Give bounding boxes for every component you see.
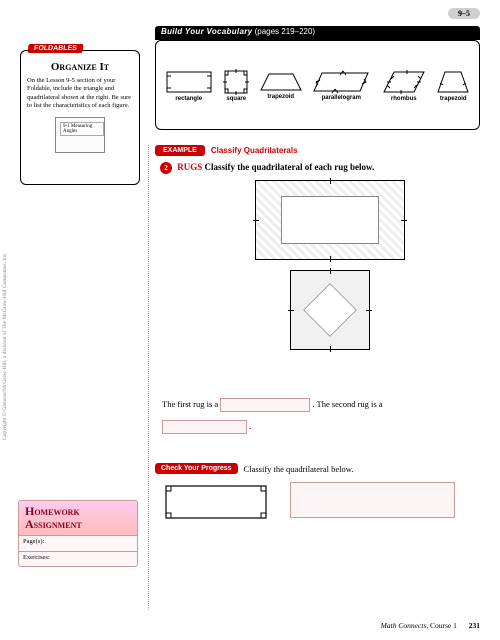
vocab-pages: (pages 219–220): [255, 27, 316, 36]
homework-exercises[interactable]: Exercises:: [18, 551, 138, 567]
shape-parallelogram: parallelogram: [310, 70, 372, 101]
check-quadrilateral: [162, 482, 272, 524]
copyright: Copyright © Glencoe/McGraw-Hill, a divis…: [2, 252, 8, 440]
shape-trapezoid-1: trapezoid: [259, 71, 303, 100]
mini-foldable-icon: 9-1 Measuring Angles: [55, 117, 105, 153]
vocab-shapes-box: rectangle square trapezoid parallelogram…: [155, 40, 480, 130]
check-progress-header: Check Your Progress Classify the quadril…: [155, 463, 353, 474]
shape-square: square: [221, 69, 251, 102]
answer-line-1: The first rug is a . The second rug is a: [162, 398, 383, 412]
organize-title: Organize It: [27, 61, 133, 73]
blank-1[interactable]: [220, 398, 310, 412]
column-divider: [148, 145, 149, 610]
example-title: Classify Quadrilaterals: [211, 146, 298, 155]
example-pill: EXAMPLE: [155, 145, 205, 156]
shape-trapezoid-2: trapezoid: [435, 69, 471, 102]
blank-3[interactable]: [290, 482, 455, 518]
rugs-illustration: [215, 180, 445, 350]
problem-statement: 2 RUGS Classify the quadrilateral of eac…: [160, 162, 374, 174]
problem-text: Classify the quadrilateral of each rug b…: [205, 162, 375, 172]
shape-rectangle: rectangle: [164, 69, 214, 102]
blank-2[interactable]: [162, 420, 247, 434]
shape-rhombus: rhombus: [380, 69, 428, 102]
rug-1: [255, 180, 405, 260]
answer-line-2: .: [162, 420, 251, 434]
check-text: Classify the quadrilateral below.: [244, 464, 354, 474]
page-footer: Math Connects, Course 1 231: [381, 621, 480, 630]
example-header: EXAMPLE Classify Quadrilaterals: [155, 145, 298, 156]
problem-number: 2: [160, 162, 172, 174]
organize-text: On the Lesson 9-5 section of your Foldab…: [27, 77, 133, 111]
vocab-header: Build Your Vocabulary (pages 219–220): [155, 26, 480, 40]
lesson-tab: 9–5: [448, 8, 480, 19]
homework-title: Homework Assignment: [18, 500, 138, 535]
organize-box: Organize It On the Lesson 9-5 section of…: [20, 50, 140, 185]
vocab-title: Build Your Vocabulary: [161, 27, 252, 36]
rug-2: [290, 270, 370, 350]
homework-box: Homework Assignment Page(s): Exercises:: [18, 500, 138, 567]
foldables-tab: FOLDABLES: [27, 44, 83, 53]
page-number: 231: [469, 621, 480, 630]
problem-category: RUGS: [177, 162, 202, 172]
homework-pages[interactable]: Page(s):: [18, 535, 138, 551]
check-pill: Check Your Progress: [155, 463, 238, 474]
